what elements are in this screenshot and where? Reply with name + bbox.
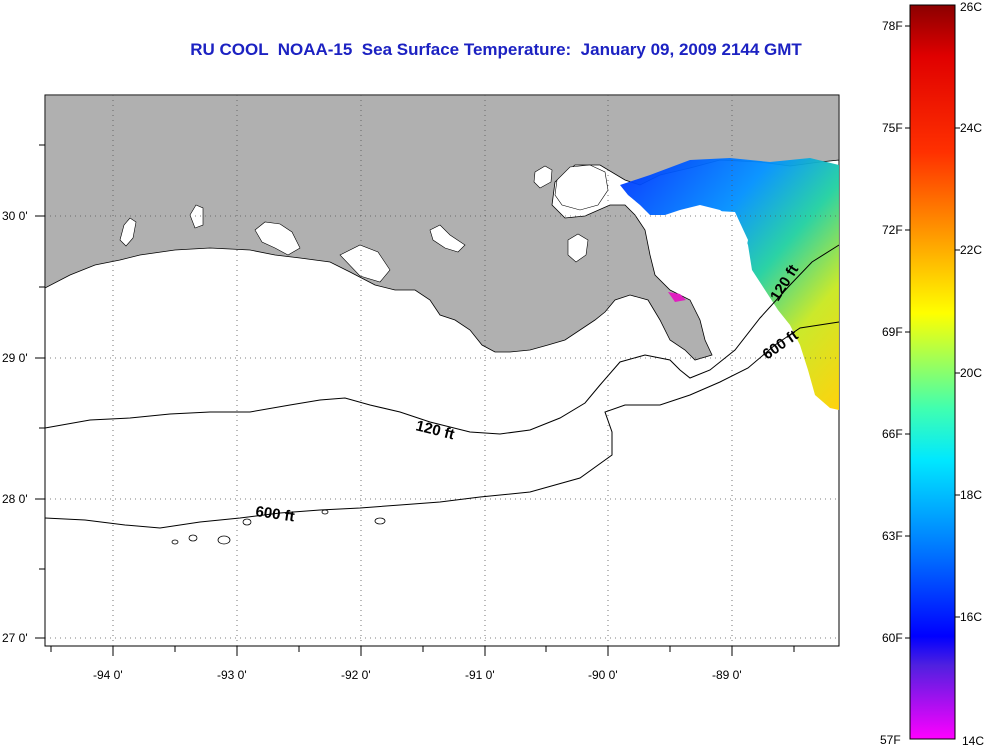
colorbar-f-66: 66F (882, 427, 903, 441)
sst-data-region (620, 158, 839, 410)
colorbar-c-24: 24C (960, 121, 983, 135)
lon-label-92: -92 0' (341, 668, 371, 682)
vermilion-bay (339, 244, 391, 283)
colorbar-c-20: 20C (960, 366, 983, 380)
lake-pontchartrain (554, 164, 609, 211)
colorbar-f-63: 63F (882, 529, 903, 543)
lon-label-93: -93 0' (217, 668, 247, 682)
colorbar-f-72: 72F (882, 223, 903, 237)
colorbar-f-57: 57F (880, 733, 901, 747)
isobath-120ft (44, 244, 840, 435)
axis-ticks (35, 144, 795, 656)
sabine-lake (189, 204, 204, 229)
lon-label-90: -90 0' (588, 668, 618, 682)
lat-label-30: 30 0' (2, 209, 28, 223)
isobath-600ft (44, 321, 840, 529)
seamount-contours (171, 509, 386, 545)
lake-salvador (567, 233, 589, 263)
lon-label-94: -94 0' (93, 668, 123, 682)
colorbar-f-60: 60F (882, 631, 903, 645)
sst-cold-patch (668, 292, 686, 302)
map-title: RU COOL NOAA-15 Sea Surface Temperature:… (190, 40, 802, 59)
colorbar-c-16: 16C (960, 610, 983, 624)
colorbar (909, 4, 956, 740)
contour-label-600ft-west: 600 ft (254, 503, 295, 525)
lon-label-91: -91 0' (465, 668, 495, 682)
lake-maurepas (533, 165, 553, 189)
graticule (45, 95, 839, 646)
lon-label-89: -89 0' (712, 668, 742, 682)
colorbar-c-14: 14C (962, 734, 985, 748)
white-lake (429, 224, 466, 253)
colorbar-f-78: 78F (882, 19, 903, 33)
lat-label-28: 28 0' (2, 492, 28, 506)
isobath-lines (44, 244, 840, 529)
colorbar-c-26: 26C (960, 0, 983, 14)
colorbar-c-22: 22C (960, 243, 983, 257)
grand-lake (254, 221, 301, 256)
calcasieu-lake (119, 217, 137, 247)
colorbar-f-69: 69F (882, 325, 903, 339)
lat-label-29: 29 0' (2, 351, 28, 365)
colorbar-ticks (905, 25, 960, 639)
colorbar-f-75: 75F (882, 121, 903, 135)
lat-label-27: 27 0' (2, 631, 28, 645)
colorbar-c-18: 18C (960, 488, 983, 502)
